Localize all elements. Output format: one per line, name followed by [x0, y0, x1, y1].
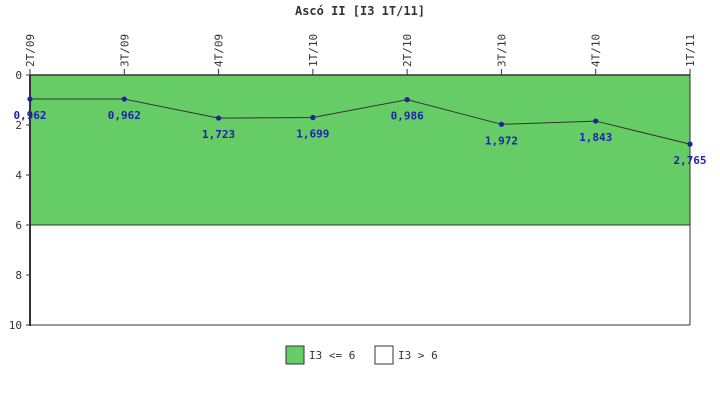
- plot-area: 0 2 4 6 8 10 2T/09 3T/09 4T/09 1T/10 2T/10 3T/10 4T/…: [9, 34, 707, 332]
- y-tick-label: 4: [15, 169, 22, 182]
- legend-label-band-low: I3 <= 6: [309, 349, 355, 362]
- x-tick-label: 4T/10: [590, 34, 603, 67]
- data-label: 1,699: [296, 127, 329, 140]
- legend-label-band-high: I3 > 6: [398, 349, 438, 362]
- y-tick-label: 10: [9, 319, 22, 332]
- data-label: 1,843: [579, 131, 612, 144]
- x-tick-label: 3T/10: [495, 34, 508, 67]
- data-point: [404, 97, 410, 103]
- data-label: 1,723: [202, 128, 235, 141]
- y-tick-label: 6: [15, 219, 22, 232]
- data-label: 0,986: [391, 110, 424, 123]
- x-tick-label: 2T/10: [401, 34, 414, 67]
- band-high: [30, 225, 690, 325]
- chart-title: Ascó II [I3 1T/11]: [295, 4, 425, 18]
- band-low: [30, 75, 690, 225]
- series-line: [30, 98, 691, 145]
- data-label: 0,962: [13, 109, 46, 122]
- x-tick-label: 1T/10: [307, 34, 320, 67]
- data-label: 1,972: [485, 134, 518, 147]
- data-point: [215, 115, 222, 121]
- data-point: [310, 114, 316, 121]
- data-point: [121, 96, 127, 102]
- legend-swatch-band-low: [285, 345, 305, 365]
- legend: I3 <= 6 I3 > 6: [285, 345, 438, 365]
- data-label: 2,765: [673, 154, 706, 167]
- x-tick-label: 3T/09: [118, 34, 131, 67]
- data-point: [593, 118, 599, 124]
- legend-swatch-band-high: [374, 345, 394, 365]
- x-tick-label: 4T/09: [213, 34, 226, 67]
- data-point: [687, 141, 693, 147]
- y-tick-label: 2: [15, 119, 22, 132]
- x-tick-label: 2T/09: [24, 34, 37, 67]
- data-point: [498, 121, 505, 127]
- y-tick-label: 0: [15, 69, 22, 82]
- x-tick-label: 1T/11: [684, 34, 697, 67]
- data-label: 0,962: [108, 109, 141, 122]
- y-tick-label: 8: [15, 269, 22, 282]
- data-point: [27, 96, 33, 102]
